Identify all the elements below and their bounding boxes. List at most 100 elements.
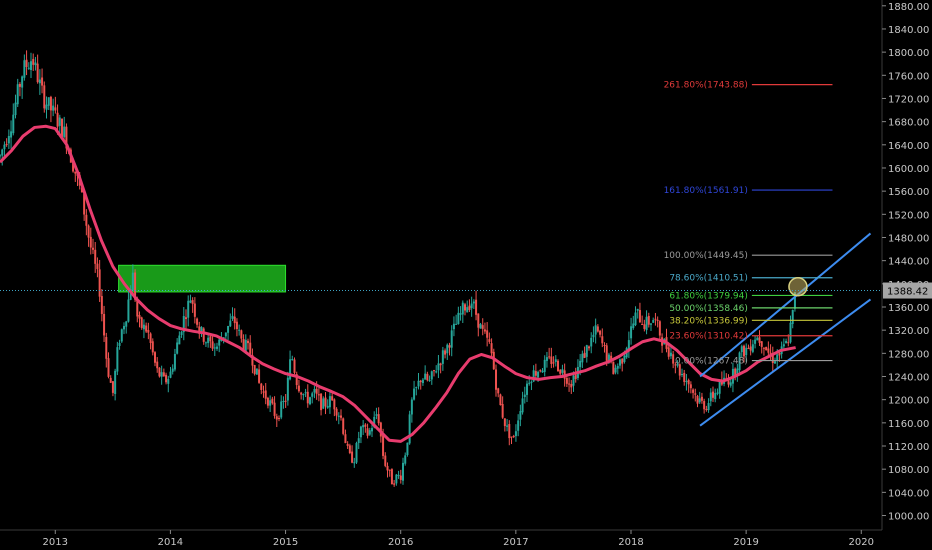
candle-body xyxy=(111,381,114,393)
candle-body xyxy=(444,350,447,355)
candle-body xyxy=(165,374,168,383)
candle-body xyxy=(523,394,526,398)
candle-body xyxy=(74,171,77,174)
price-tick-label: 1080.00 xyxy=(888,465,929,476)
candle-body xyxy=(160,372,163,377)
candle-body xyxy=(475,299,478,315)
candle-body xyxy=(472,301,475,304)
annotations xyxy=(0,276,882,297)
candle-body xyxy=(572,375,575,386)
candle-body xyxy=(492,351,495,370)
candle-body xyxy=(178,335,181,345)
candle-body xyxy=(23,60,26,78)
candle-body xyxy=(342,418,345,434)
candle-body xyxy=(568,383,571,385)
moving-average xyxy=(0,124,796,443)
candle-body xyxy=(683,372,686,382)
candle-body xyxy=(448,345,451,348)
candle-body xyxy=(607,354,610,362)
candle-body xyxy=(402,462,405,481)
fib-level-label: 38.20%(1336.99) xyxy=(669,316,748,326)
fib-level-label: 23.60%(1310.42) xyxy=(669,332,748,342)
candle-body xyxy=(116,347,119,372)
candle-body xyxy=(570,384,573,388)
candle-body xyxy=(636,308,639,311)
candle-body xyxy=(218,339,221,346)
candle-body xyxy=(707,402,710,411)
price-tick-label: 1120.00 xyxy=(888,442,929,453)
candle-body xyxy=(760,341,763,347)
candle-body xyxy=(138,315,141,319)
candle-body xyxy=(65,126,68,149)
candle-body xyxy=(158,367,161,377)
candle-body xyxy=(395,474,398,484)
candle-body xyxy=(521,398,524,413)
candle-body xyxy=(317,394,320,396)
price-channel xyxy=(699,232,872,427)
candle-body xyxy=(406,442,409,456)
candle-body xyxy=(647,315,650,325)
candle-body xyxy=(585,345,588,357)
candle-body xyxy=(242,339,245,350)
candle-body xyxy=(216,346,219,349)
candle-body xyxy=(404,455,407,464)
candle-body xyxy=(322,398,325,409)
candle-body xyxy=(789,322,792,343)
candle-body xyxy=(362,425,365,428)
last-price-badge xyxy=(883,282,932,299)
candle-body xyxy=(123,326,126,330)
price-tick-label: 1160.00 xyxy=(888,419,929,430)
candle-body xyxy=(264,390,267,399)
candle-body xyxy=(253,365,256,374)
price-tick-label: 1480.00 xyxy=(888,233,929,244)
candle-body xyxy=(508,424,511,439)
price-tick-label: 1800.00 xyxy=(888,48,929,59)
candle-body xyxy=(131,272,134,291)
candle-body xyxy=(189,300,192,303)
candle-body xyxy=(785,340,788,344)
candle-body xyxy=(559,369,562,374)
candle-body xyxy=(41,77,44,86)
candle-body xyxy=(687,379,690,385)
candle-body xyxy=(656,319,659,321)
candle-body xyxy=(738,352,741,371)
candle-body xyxy=(85,214,88,226)
candle-body xyxy=(185,317,188,320)
candle-body xyxy=(619,359,622,366)
candle-body xyxy=(696,395,699,404)
candle-body xyxy=(269,400,272,406)
candle-body xyxy=(705,408,708,410)
candle-body xyxy=(58,117,61,126)
candle-body xyxy=(605,345,608,361)
candle-body xyxy=(459,313,462,315)
candle-body xyxy=(120,329,123,342)
candle-body xyxy=(348,445,351,454)
candle-body xyxy=(590,337,593,347)
candle-body xyxy=(745,347,748,356)
time-tick-label: 2018 xyxy=(618,537,643,548)
candle-body xyxy=(366,428,369,436)
candle-body xyxy=(390,469,393,485)
candle-body xyxy=(273,402,276,416)
candle-body xyxy=(227,325,230,333)
candle-body xyxy=(375,414,378,416)
candle-body xyxy=(127,299,130,322)
candle-body xyxy=(632,323,635,329)
fib-level-label: 61.80%(1379.94) xyxy=(669,291,748,301)
price-tick-label: 1720.00 xyxy=(888,94,929,105)
price-tick-label: 1000.00 xyxy=(888,512,929,523)
candle-body xyxy=(100,296,103,314)
candle-body xyxy=(233,316,236,324)
candle-body xyxy=(700,396,703,401)
candle-body xyxy=(718,381,721,394)
candle-body xyxy=(645,316,648,331)
candle-body xyxy=(10,131,13,138)
candle-body xyxy=(300,392,303,395)
candle-body xyxy=(83,193,86,215)
price-tick-label: 1680.00 xyxy=(888,118,929,129)
candle-body xyxy=(399,475,402,480)
candle-body xyxy=(455,323,458,325)
candle-body xyxy=(410,399,413,415)
